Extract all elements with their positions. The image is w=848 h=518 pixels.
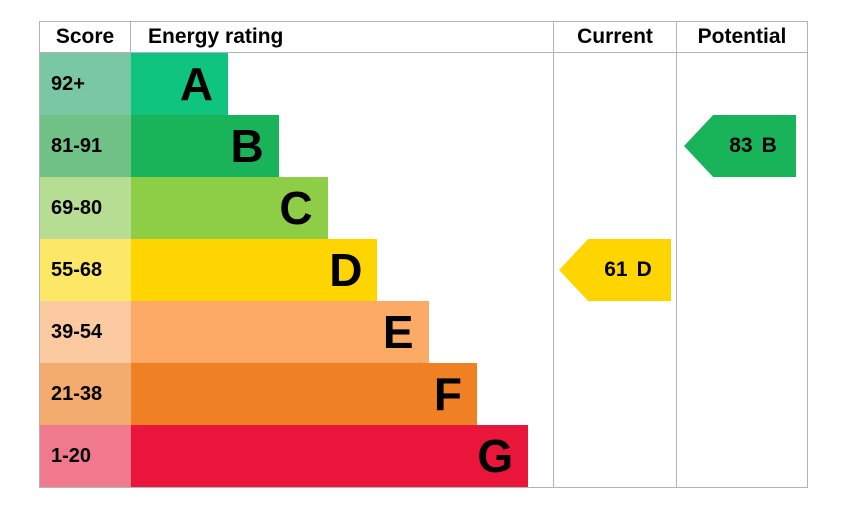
score-cell: 39-54 xyxy=(40,301,131,363)
current-column-header: Current xyxy=(553,22,676,52)
band-letter: A xyxy=(179,58,214,110)
potential-score: 83 xyxy=(729,134,753,157)
band-letter: E xyxy=(382,306,414,358)
current-cell xyxy=(553,301,676,363)
energy-cell: E xyxy=(131,301,553,363)
band-row-e: 39-54 E xyxy=(40,301,807,363)
potential-band: B xyxy=(761,134,777,157)
rating-bar: G xyxy=(131,425,529,487)
band-letter: C xyxy=(279,182,313,234)
rating-bar: E xyxy=(131,301,429,363)
energy-cell: C xyxy=(131,177,553,239)
potential-cell xyxy=(676,53,807,115)
chart-header-row: Score Energy rating Current Potential xyxy=(40,22,807,53)
current-cell xyxy=(553,53,676,115)
potential-rating-arrow: 83 B xyxy=(684,115,796,177)
band-letter: G xyxy=(477,430,514,482)
score-cell: 21-38 xyxy=(40,363,131,425)
band-row-f: 21-38 F xyxy=(40,363,807,425)
current-cell xyxy=(553,363,676,425)
rating-bar: A xyxy=(131,53,229,115)
current-cell: 61 D xyxy=(553,239,676,301)
current-cell xyxy=(553,425,676,487)
rating-bar: D xyxy=(131,239,378,301)
band-letter: F xyxy=(433,368,463,420)
score-cell: 55-68 xyxy=(40,239,131,301)
band-row-a: 92+ A xyxy=(40,53,807,115)
energy-cell: F xyxy=(131,363,553,425)
score-cell: 81-91 xyxy=(40,115,131,177)
potential-cell xyxy=(676,425,807,487)
score-cell: 69-80 xyxy=(40,177,131,239)
rating-bar: C xyxy=(131,177,328,239)
band-letter: B xyxy=(230,120,264,172)
potential-cell xyxy=(676,239,807,301)
energy-cell: G xyxy=(131,425,553,487)
potential-column-header: Potential xyxy=(676,22,807,52)
energy-cell: B xyxy=(131,115,553,177)
current-band: D xyxy=(636,258,652,281)
band-row-g: 1-20 G xyxy=(40,425,807,487)
current-cell xyxy=(553,115,676,177)
current-rating-arrow: 61 D xyxy=(559,239,671,301)
potential-cell: 83 B xyxy=(676,115,807,177)
energy-cell: A xyxy=(131,53,553,115)
score-cell: 92+ xyxy=(40,53,131,115)
rating-bar: B xyxy=(131,115,279,177)
current-score: 61 xyxy=(604,258,628,281)
band-row-c: 69-80 C xyxy=(40,177,807,239)
band-row-d: 55-68 D 61 D xyxy=(40,239,807,301)
epc-rating-chart: Score Energy rating Current Potential 92… xyxy=(39,21,808,488)
score-cell: 1-20 xyxy=(40,425,131,487)
potential-rating-arrow xyxy=(684,53,796,115)
potential-cell xyxy=(676,363,807,425)
current-cell xyxy=(553,177,676,239)
energy-cell: D xyxy=(131,239,553,301)
potential-cell xyxy=(676,177,807,239)
energy-rating-column-header: Energy rating xyxy=(148,25,284,48)
score-column-header: Score xyxy=(40,22,131,52)
band-row-b: 81-91 B 83 B xyxy=(40,115,807,177)
rating-bar: F xyxy=(131,363,478,425)
potential-cell xyxy=(676,301,807,363)
band-letter: D xyxy=(329,244,363,296)
